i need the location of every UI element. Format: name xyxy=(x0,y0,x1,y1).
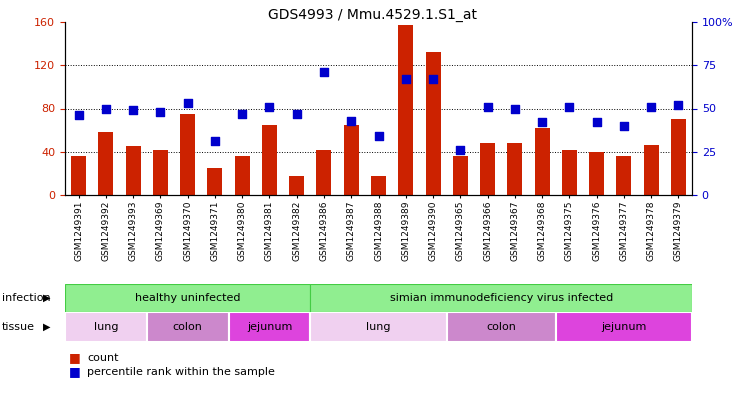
Point xyxy=(673,102,684,108)
Point xyxy=(373,133,385,140)
Text: simian immunodeficiency virus infected: simian immunodeficiency virus infected xyxy=(390,293,613,303)
Point xyxy=(182,100,193,107)
Point xyxy=(509,105,521,112)
Text: jejunum: jejunum xyxy=(601,322,647,332)
Point xyxy=(481,104,493,110)
Point xyxy=(73,112,85,119)
Point xyxy=(427,76,439,82)
Bar xyxy=(371,176,386,195)
Bar xyxy=(126,146,141,195)
Bar xyxy=(147,312,228,342)
Point xyxy=(100,105,112,112)
Bar xyxy=(98,132,113,195)
Point xyxy=(400,76,411,82)
Text: ■: ■ xyxy=(68,351,80,364)
Point xyxy=(591,119,603,125)
Bar xyxy=(398,25,413,195)
Text: healthy uninfected: healthy uninfected xyxy=(135,293,240,303)
Text: percentile rank within the sample: percentile rank within the sample xyxy=(87,367,275,377)
Bar xyxy=(289,176,304,195)
Text: GDS4993 / Mmu.4529.1.S1_at: GDS4993 / Mmu.4529.1.S1_at xyxy=(268,8,476,22)
Bar xyxy=(310,284,692,312)
Point xyxy=(318,69,330,75)
Text: lung: lung xyxy=(366,322,391,332)
Bar xyxy=(480,143,495,195)
Point xyxy=(536,119,548,125)
Bar xyxy=(453,156,468,195)
Text: ▶: ▶ xyxy=(42,293,50,303)
Bar xyxy=(316,150,332,195)
Bar xyxy=(446,312,556,342)
Bar xyxy=(180,114,195,195)
Bar xyxy=(556,312,692,342)
Bar xyxy=(344,125,359,195)
Point xyxy=(291,110,303,117)
Bar xyxy=(507,143,522,195)
Text: count: count xyxy=(87,353,119,363)
Point xyxy=(455,147,466,153)
Bar xyxy=(262,125,277,195)
Point xyxy=(645,104,657,110)
Point xyxy=(618,123,630,129)
Bar xyxy=(644,145,658,195)
Text: ■: ■ xyxy=(68,365,80,378)
Bar xyxy=(65,284,310,312)
Bar xyxy=(310,312,446,342)
Point xyxy=(563,104,575,110)
Text: colon: colon xyxy=(487,322,516,332)
Bar xyxy=(228,312,310,342)
Text: infection: infection xyxy=(2,293,51,303)
Point xyxy=(155,109,167,115)
Bar xyxy=(426,52,440,195)
Bar xyxy=(671,119,686,195)
Text: jejunum: jejunum xyxy=(247,322,292,332)
Text: tissue: tissue xyxy=(2,322,35,332)
Point xyxy=(209,138,221,145)
Bar xyxy=(65,312,147,342)
Text: colon: colon xyxy=(173,322,202,332)
Bar xyxy=(71,156,86,195)
Bar xyxy=(153,150,168,195)
Bar xyxy=(535,128,550,195)
Bar xyxy=(208,168,222,195)
Bar xyxy=(589,152,604,195)
Point xyxy=(263,104,275,110)
Point xyxy=(127,107,139,113)
Point xyxy=(237,110,248,117)
Text: lung: lung xyxy=(94,322,118,332)
Bar xyxy=(562,150,577,195)
Bar xyxy=(234,156,250,195)
Point xyxy=(345,118,357,124)
Text: ▶: ▶ xyxy=(42,322,50,332)
Bar xyxy=(616,156,632,195)
